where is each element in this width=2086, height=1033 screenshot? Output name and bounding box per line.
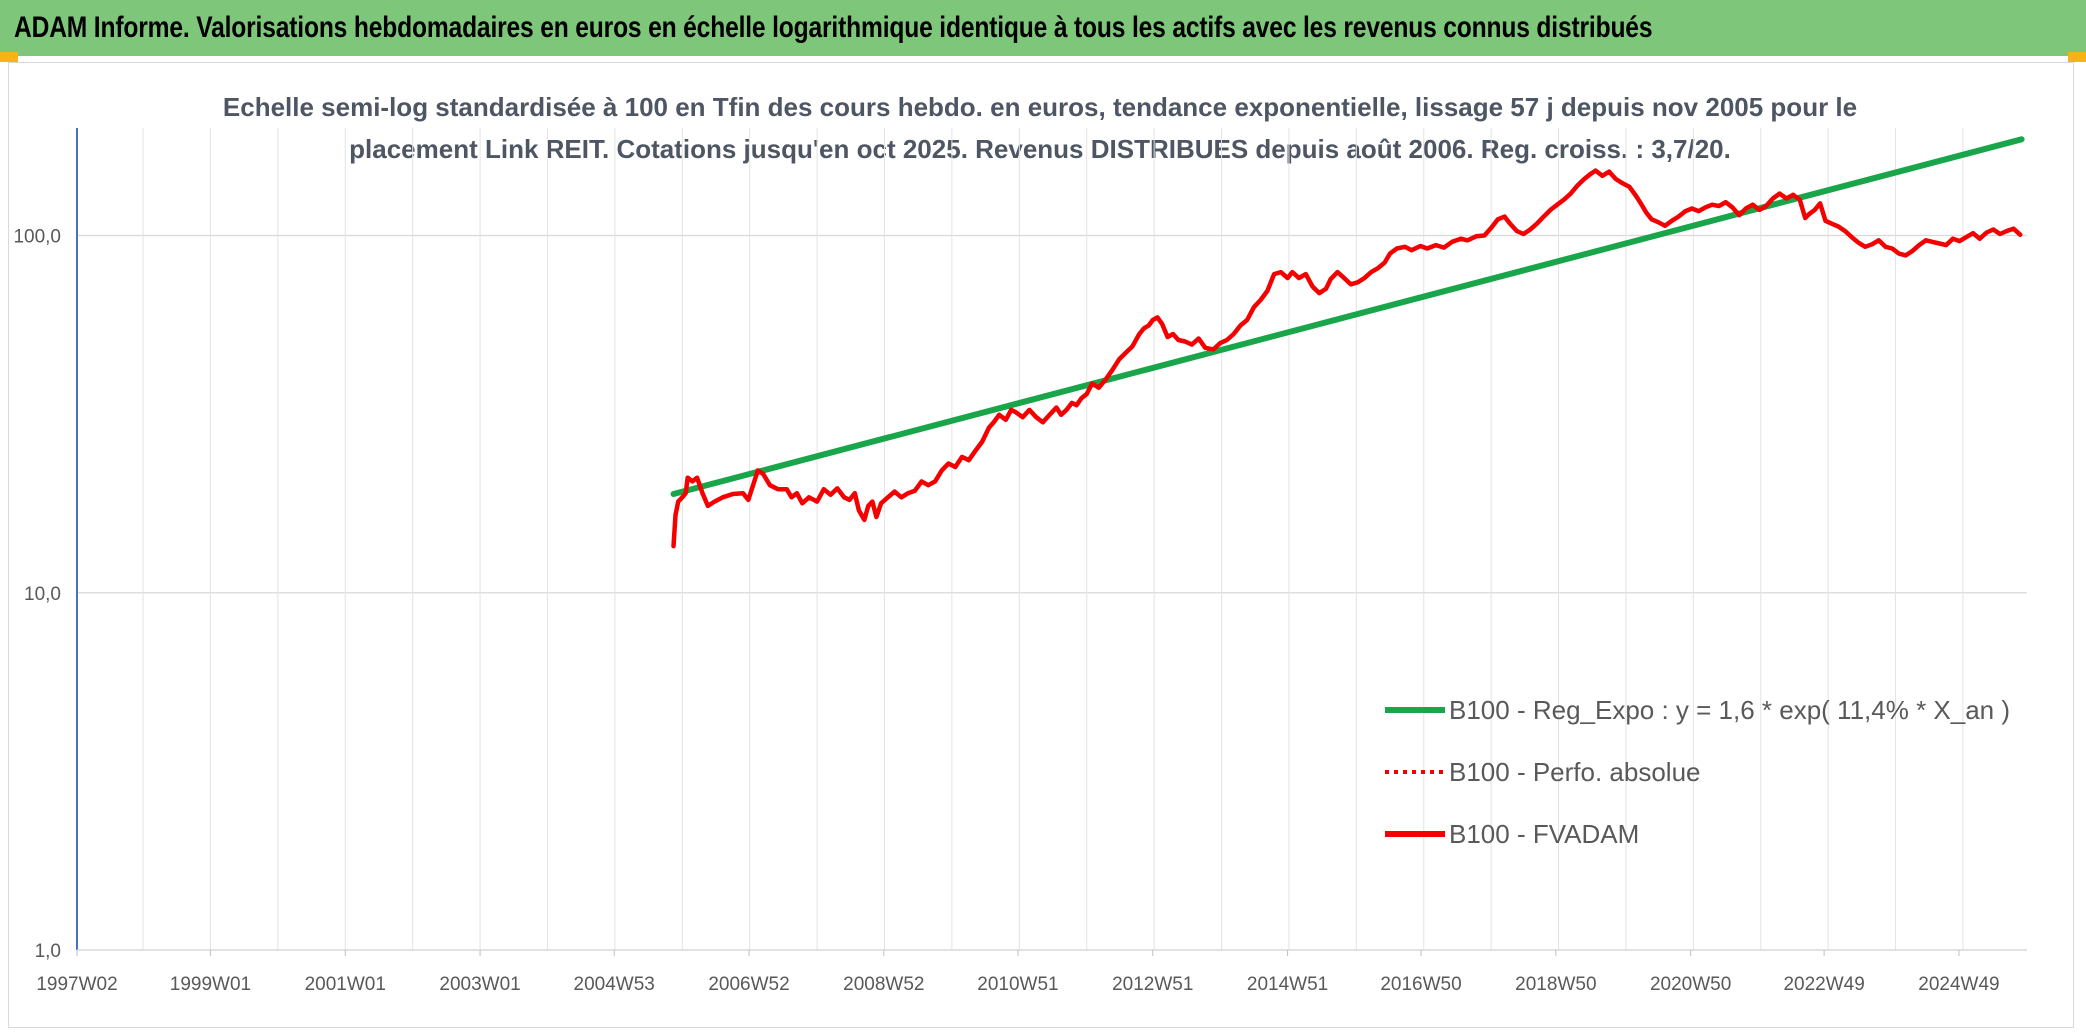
chart-gridlines bbox=[77, 128, 2027, 950]
chart-subtitle-line-2: placement Link REIT. Cotations jusqu'en … bbox=[349, 134, 1731, 164]
y-tick-label: 10,0 bbox=[24, 584, 61, 605]
x-tick-label: 2020W50 bbox=[1650, 974, 1731, 995]
legend-label: B100 - Perfo. absolue bbox=[1449, 757, 1701, 787]
chart-subtitle: Echelle semi-log standardisée à 100 en T… bbox=[223, 92, 1857, 164]
x-tick-label: 2008W52 bbox=[843, 974, 924, 995]
chart-legend: B100 - Reg_Expo : y = 1,6 * exp( 11,4% *… bbox=[1385, 695, 2010, 849]
x-tick-label: 1997W02 bbox=[36, 974, 117, 995]
x-tick-label: 1999W01 bbox=[170, 974, 251, 995]
trend-line bbox=[670, 136, 2025, 497]
x-tick-label: 2024W49 bbox=[1918, 974, 1999, 995]
legend-label: B100 - FVADAM bbox=[1449, 819, 1639, 849]
y-tick-label: 100,0 bbox=[13, 227, 61, 248]
chart-subtitle-line-1: Echelle semi-log standardisée à 100 en T… bbox=[223, 92, 1857, 122]
chart-series bbox=[670, 136, 2025, 549]
corner-accent-right bbox=[2068, 52, 2086, 62]
x-tick-label: 2022W49 bbox=[1783, 974, 1864, 995]
report-title: ADAM Informe. Valorisations hebdomadaire… bbox=[14, 11, 1653, 44]
x-axis-tick-labels: 1997W02 1999W01 2001W01 2003W01 2004W53 2006W… bbox=[36, 950, 2000, 995]
chart-frame bbox=[8, 62, 2074, 1028]
x-tick-label: 2014W51 bbox=[1247, 974, 1328, 995]
y-axis-tick-labels: 1,0 10,0 100,0 bbox=[13, 227, 61, 962]
x-tick-label: 2004W53 bbox=[574, 974, 655, 995]
x-tick-label: 2001W01 bbox=[305, 974, 386, 995]
x-tick-label: 2018W50 bbox=[1515, 974, 1596, 995]
x-tick-label: 2010W51 bbox=[977, 974, 1058, 995]
x-tick-label: 2003W01 bbox=[439, 974, 520, 995]
y-tick-label: 1,0 bbox=[35, 941, 61, 962]
report-header-band: ADAM Informe. Valorisations hebdomadaire… bbox=[0, 0, 2086, 56]
legend-label: B100 - Reg_Expo : y = 1,6 * exp( 11,4% *… bbox=[1449, 695, 2010, 725]
x-tick-label: 2006W52 bbox=[708, 974, 789, 995]
x-tick-label: 2016W50 bbox=[1380, 974, 1461, 995]
fvadam-line bbox=[671, 168, 2023, 549]
x-tick-label: 2012W51 bbox=[1112, 974, 1193, 995]
corner-accent-left bbox=[0, 52, 18, 62]
